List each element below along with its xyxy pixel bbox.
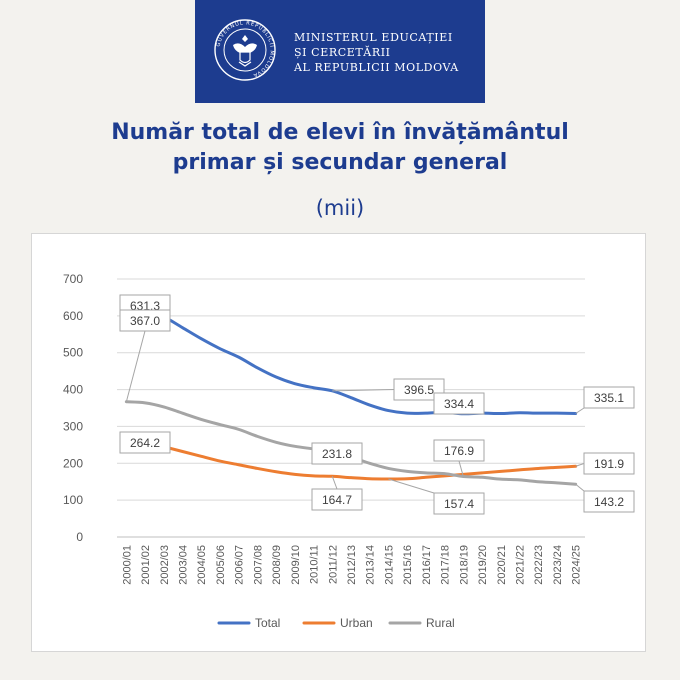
y-tick-label: 600 — [63, 309, 83, 323]
x-tick-label: 2001/02 — [140, 545, 152, 585]
data-label-leader — [331, 476, 338, 490]
y-tick-label: 200 — [63, 456, 83, 470]
x-tick-label: 2023/24 — [552, 545, 564, 585]
data-label-leader — [575, 463, 585, 467]
x-tick-label: 2018/19 — [458, 545, 470, 585]
x-tick-label: 2017/18 — [440, 545, 452, 585]
ministry-name-line-3: AL REPUBLICII MOLDOVA — [294, 61, 459, 74]
data-label-box — [433, 392, 485, 415]
x-tick-label: 2007/08 — [252, 545, 264, 585]
data-label-box — [433, 439, 485, 462]
page-title-line-1: Număr total de elevi în învățământul — [111, 120, 569, 145]
y-tick-label: 700 — [63, 272, 83, 286]
x-tick-label: 2005/06 — [215, 545, 227, 585]
legend-label-urban: Urban — [340, 616, 373, 630]
x-tick-label: 2002/03 — [159, 545, 171, 585]
data-label-box — [311, 442, 363, 465]
data-label: 396.5 — [404, 383, 434, 397]
data-label: 367.0 — [130, 314, 160, 328]
data-label: 335.1 — [594, 391, 624, 405]
x-tick-label: 2008/09 — [271, 545, 283, 585]
y-tick-label: 400 — [63, 383, 83, 397]
x-tick-label: 2004/05 — [196, 545, 208, 585]
x-tick-label: 2019/20 — [477, 545, 489, 585]
x-tick-label: 2006/07 — [234, 545, 246, 585]
data-label: 231.8 — [322, 447, 352, 461]
x-tick-label: 2022/23 — [533, 545, 545, 585]
x-tick-label: 2020/21 — [496, 545, 508, 585]
x-tick-label: 2021/22 — [514, 545, 526, 585]
data-label-leader — [575, 483, 585, 492]
data-label-leader — [125, 330, 146, 402]
x-tick-label: 2016/17 — [421, 545, 433, 585]
y-tick-label: 100 — [63, 493, 83, 507]
x-tick-label: 2014/15 — [383, 545, 395, 585]
government-emblem-icon: GUVERNUL REPUBLICII MOLDOVA — [213, 18, 277, 82]
data-label: 143.2 — [594, 495, 624, 509]
y-tick-label: 300 — [63, 419, 83, 433]
x-tick-label: 2010/11 — [309, 545, 321, 584]
chart-card: 0 100 200 300 400 500 600 700 2000/01 2001/02 2002… — [31, 233, 646, 652]
x-tick-label: 2011/12 — [327, 545, 339, 584]
data-label: 176.9 — [444, 444, 474, 458]
page-title-line-2: primar și secundar general — [172, 150, 508, 175]
x-tick-label: 2012/13 — [346, 545, 358, 585]
x-tick-label: 2009/10 — [290, 545, 302, 585]
x-tick-label: 2003/04 — [178, 545, 190, 585]
data-label: 157.4 — [444, 497, 474, 511]
y-tick-label: 0 — [76, 530, 83, 544]
data-label: 191.9 — [594, 457, 624, 471]
x-tick-label: 2013/14 — [365, 545, 377, 585]
line-chart: 0 100 200 300 400 500 600 700 2000/01 2001/02 2002… — [63, 272, 635, 630]
page-subtitle-unit: (mii) — [315, 196, 365, 220]
series-line-total — [124, 302, 578, 416]
legend-label-rural: Rural — [426, 616, 455, 630]
data-label-box — [393, 378, 445, 401]
data-label: 164.7 — [322, 493, 352, 507]
page-title: Număr total de elevi în învățământul pri… — [0, 118, 680, 178]
y-tick-label: 500 — [63, 346, 83, 360]
x-tick-label: 2015/16 — [402, 545, 414, 585]
data-label: 264.2 — [130, 436, 160, 450]
x-tick-label: 2000/01 — [121, 545, 133, 585]
data-label-leader — [388, 478, 435, 494]
x-tick-label: 2024/25 — [571, 545, 583, 585]
data-label-leader — [332, 389, 395, 392]
data-label-leader — [575, 407, 585, 414]
data-label: 334.4 — [444, 397, 474, 411]
data-label-box — [119, 309, 171, 332]
ministry-header: GUVERNUL REPUBLICII MOLDOVA MINISTERUL E… — [195, 0, 485, 103]
data-label-box — [583, 386, 635, 409]
data-label-box — [433, 492, 485, 515]
ministry-name-line-1: MINISTERUL EDUCAȚIEI — [294, 31, 453, 44]
data-label-box — [119, 431, 171, 454]
data-label-box — [583, 452, 635, 475]
data-label-leader — [458, 460, 464, 477]
data-label-box — [583, 490, 635, 513]
series-line-urban — [124, 438, 578, 481]
legend-label-total: Total — [255, 616, 280, 630]
data-label-box — [311, 488, 363, 511]
ministry-name-line-2: ȘI CERCETĂRII — [294, 46, 391, 59]
